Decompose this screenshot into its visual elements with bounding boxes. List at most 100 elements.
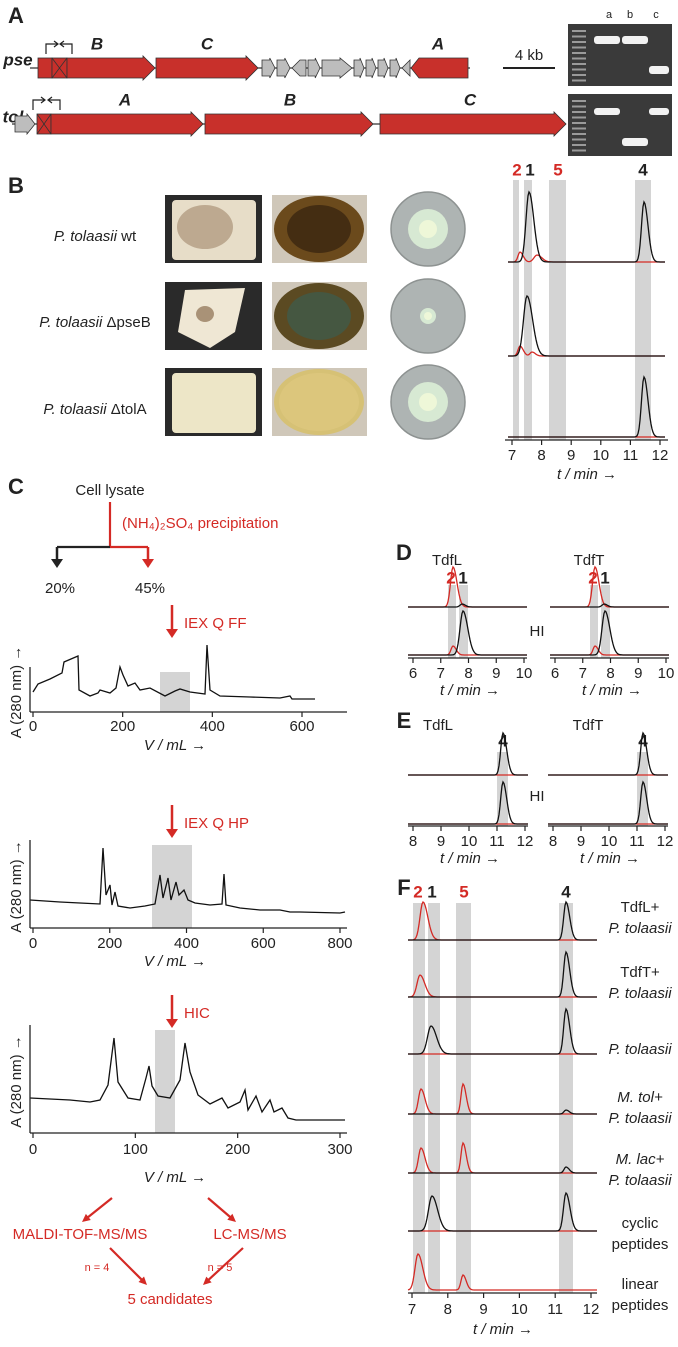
peak-label: 5 [459,882,468,901]
ladder [572,144,586,146]
gel-image [568,24,672,86]
peak-band [456,903,471,1293]
gene [66,55,156,81]
x-tick-label: 7 [437,665,445,682]
lane-label: c [653,9,659,21]
row-label: M. lac+ [616,1151,665,1168]
colony [419,220,437,238]
axis-label: t / min → [582,682,642,699]
gene [321,57,353,79]
row-label: P. tolaasii [608,985,672,1002]
peak-band [601,585,610,658]
axis-label: t / min → [557,466,617,483]
trace [548,780,668,825]
gene [410,57,469,79]
line [36,113,52,135]
gene [155,55,259,81]
lesion [177,205,233,249]
peak-label: 1 [427,882,436,901]
x-tick-label: 300 [327,1141,352,1158]
axis-label: A (280 nm) → [8,840,25,933]
panel-label: A [8,3,24,28]
x-tick-label: 100 [123,1141,148,1158]
gene [276,57,291,79]
arrow [205,1247,244,1283]
trace [408,1191,597,1232]
gel-band [649,66,669,74]
fraction-label: 20% [45,580,75,597]
peak-band [549,180,566,440]
lesion [196,306,214,322]
arrow-head [51,559,63,568]
trace [508,190,665,263]
label: A [118,90,131,109]
strain-label: P. tolaasii wt [54,228,137,245]
gene [14,112,36,136]
row-label: M. tol+ [617,1089,663,1106]
x-tick-label: 7 [579,665,587,682]
gel-image [568,94,672,156]
count-label: n = 5 [208,1262,233,1274]
ladder [572,74,586,76]
colony [424,312,432,320]
x-tick-label: 8 [606,665,614,682]
peak-label: 4 [638,731,648,750]
step-label: IEX Q HP [184,815,249,832]
result-label: 5 candidates [127,1291,212,1308]
gene [307,57,321,79]
ladder [572,111,586,113]
x-tick-label: 9 [634,665,642,682]
peak-band [497,752,508,826]
peak-label: 4 [638,160,648,179]
peak-band [635,180,651,440]
mushroom-slice [172,373,256,433]
arrow-head [227,1213,236,1222]
axis-label: t / min → [440,682,500,699]
strain: wt [120,228,137,245]
arrow-head [82,1213,91,1222]
row-label: TdfT+ [620,964,660,981]
x-tick-label: 800 [327,935,352,952]
x-tick-label: 9 [479,1301,487,1318]
panel-label: E [397,708,412,733]
gene [261,57,276,79]
organism: P. tolaasii [43,401,107,418]
trace [408,950,597,998]
row-label: cyclic [622,1215,659,1232]
strain-label: P. tolaasii ΔtolA [43,401,146,418]
promoter [47,96,61,110]
ladder [572,35,586,38]
gel-band [594,108,620,115]
x-tick-label: 11 [623,447,639,464]
peak-band [428,903,440,1293]
trace [550,603,669,608]
strain: ΔtolA [111,401,147,418]
fraction-label: 45% [135,580,165,597]
arrow-head [138,1276,147,1285]
peak-band [448,585,456,658]
trace [508,294,665,357]
trace [408,900,597,941]
x-tick-label: 12 [517,833,534,850]
gene [365,57,377,79]
label: A [431,34,444,53]
strain: ΔpseB [107,314,151,331]
arrow-head [166,1019,178,1028]
axis-label: V / mL → [144,737,206,754]
x-tick-label: 9 [492,665,500,682]
control-label: HI [530,623,545,640]
x-tick-label: 9 [567,447,575,464]
arrow-head [142,559,154,568]
control-label: HI [530,788,545,805]
peak-label: 2 [512,160,521,179]
step-label: HIC [184,1005,210,1022]
plate-inner [279,373,359,431]
trace [407,1253,597,1291]
row-label: TdfL+ [621,899,660,916]
peak-label: 4 [561,882,571,901]
trace [548,731,668,776]
row-label: P. tolaasii [608,1172,672,1189]
method-label: MALDI-TOF-MS/MS [13,1226,148,1243]
x-tick-label: 8 [409,833,417,850]
x-tick-label: 12 [657,833,674,850]
